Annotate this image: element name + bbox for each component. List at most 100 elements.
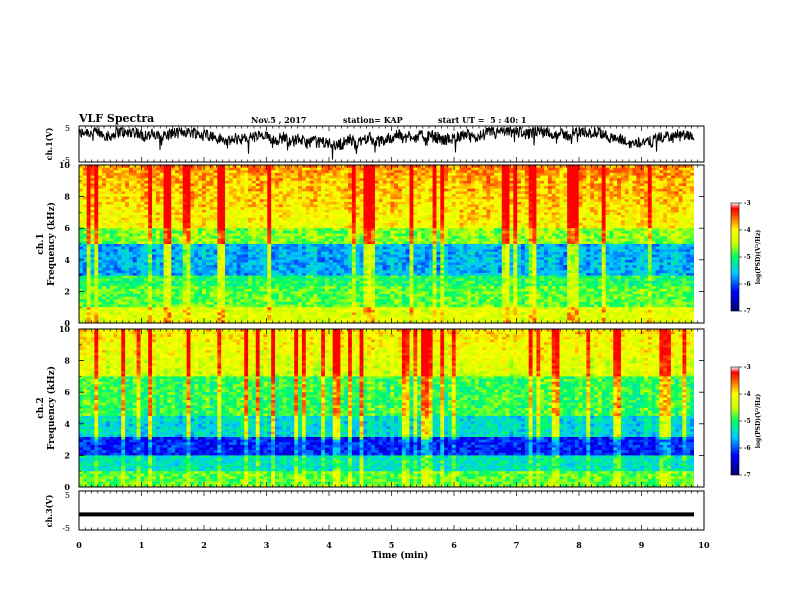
spectrogram-cell [244, 228, 249, 232]
spectrogram-cell [155, 215, 161, 219]
spectrogram-cell [86, 275, 91, 279]
spectrogram-cell [175, 309, 180, 313]
spectrogram-cell [340, 178, 345, 182]
spectrogram-cell [198, 246, 203, 250]
spectrogram-cell [251, 275, 257, 279]
spectrogram-cell [225, 309, 230, 313]
spectrogram-cell [255, 309, 261, 313]
spectrogram-cell [182, 186, 188, 190]
spectrogram-cell [113, 233, 118, 237]
spectrogram-cell [351, 196, 357, 200]
spectrogram-cell [301, 272, 307, 276]
spectrogram-cell [282, 201, 287, 205]
spectrogram-cell [163, 283, 168, 287]
spectrogram-cell [371, 199, 376, 203]
spectrogram-cell [198, 267, 203, 271]
spectrogram-cell [163, 199, 168, 203]
spectrogram-cell [79, 178, 84, 182]
spectrogram-cell [240, 180, 245, 184]
spectrogram-cell [374, 209, 380, 213]
spectrogram-cell [121, 172, 126, 176]
spectrogram-cell [175, 272, 180, 276]
spectrogram-cell [155, 217, 161, 221]
spectrogram-cell [290, 265, 295, 269]
spectrogram-cell [344, 294, 349, 298]
spectrogram-cell [263, 188, 268, 192]
spectrogram-cell [332, 320, 337, 324]
spectrogram-cell [186, 178, 191, 182]
spectrogram-cell [105, 196, 111, 200]
spectrogram-cell [198, 265, 203, 269]
spectrogram-cell [102, 220, 107, 224]
spectrogram-cell [225, 204, 230, 208]
spectrogram-cell [255, 175, 261, 179]
spectrogram-cell [317, 238, 322, 242]
spectrogram-cell [305, 191, 311, 195]
spectrogram-cell [355, 207, 360, 211]
spectrogram-cell [340, 257, 345, 261]
spectrogram-cell [332, 280, 337, 284]
spectrogram-cell [378, 204, 384, 208]
spectrogram-cell [228, 186, 234, 190]
spectrogram-cell [140, 246, 145, 250]
spectrogram-cell [371, 299, 376, 303]
spectrogram-cell [305, 280, 311, 284]
spectrogram-cell [367, 230, 372, 234]
spectrogram-cell [351, 267, 357, 271]
spectrogram-cell [382, 217, 387, 221]
spectrogram-cell [321, 220, 326, 224]
spectrogram-cell [325, 199, 330, 203]
spectrogram-cell [167, 251, 172, 255]
spectrogram-cell [255, 209, 261, 213]
spectrogram-cell [159, 254, 164, 258]
spectrogram-cell [359, 199, 364, 203]
spectrogram-cell [171, 246, 176, 250]
spectrogram-cell [228, 244, 234, 248]
spectrogram-cell [113, 244, 118, 248]
spectrogram-cell [198, 244, 203, 248]
spectrogram-cell [171, 228, 176, 232]
spectrogram-cell [217, 191, 222, 195]
spectrogram-cell [340, 228, 345, 232]
spectrogram-cell [290, 225, 295, 229]
spectrogram-cell [290, 312, 295, 316]
spectrogram-cell [263, 196, 268, 200]
spectrogram-cell [294, 167, 299, 171]
spectrogram-cell [228, 215, 234, 219]
spectrogram-cell [105, 204, 111, 208]
spectrogram-cell [155, 299, 161, 303]
spectrogram-cell [351, 233, 357, 237]
spectrogram-cell [205, 178, 211, 182]
spectrogram-cell [82, 233, 88, 237]
spectrogram-cell [98, 201, 103, 205]
spectrogram-cell [290, 288, 295, 292]
spectrogram-cell [225, 257, 230, 261]
spectrogram-cell [371, 209, 376, 213]
spectrogram-cell [267, 207, 272, 211]
spectrogram-cell [363, 275, 368, 279]
spectrogram-cell [225, 288, 230, 292]
spectrogram-cell [159, 309, 164, 313]
spectrogram-cell [140, 304, 145, 308]
spectrogram-cell [182, 241, 188, 245]
spectrogram-cell [348, 307, 353, 311]
spectrogram-cell [117, 294, 122, 298]
spectrogram-cell [286, 172, 291, 176]
start-time-label: start UT = 5 : 40: 1 [438, 115, 527, 125]
spectrogram-cell [348, 204, 353, 208]
spectrogram-cell [186, 228, 191, 232]
spectrogram-cell [294, 307, 299, 311]
spectrogram-cell [236, 188, 241, 192]
spectrogram-cell [248, 236, 253, 240]
spectrogram-cell [325, 188, 330, 192]
spectrogram-cell [309, 272, 314, 276]
spectrogram-cell [367, 193, 372, 197]
spectrogram-cell [209, 278, 214, 282]
spectrogram-cell [332, 288, 337, 292]
spectrogram-cell [305, 291, 311, 295]
spectrogram-cell [205, 309, 211, 313]
spectrogram-cell [163, 270, 168, 274]
spectrogram-cell [90, 280, 95, 284]
spectrogram-cell [298, 244, 303, 248]
spectrogram-cell [382, 215, 387, 219]
